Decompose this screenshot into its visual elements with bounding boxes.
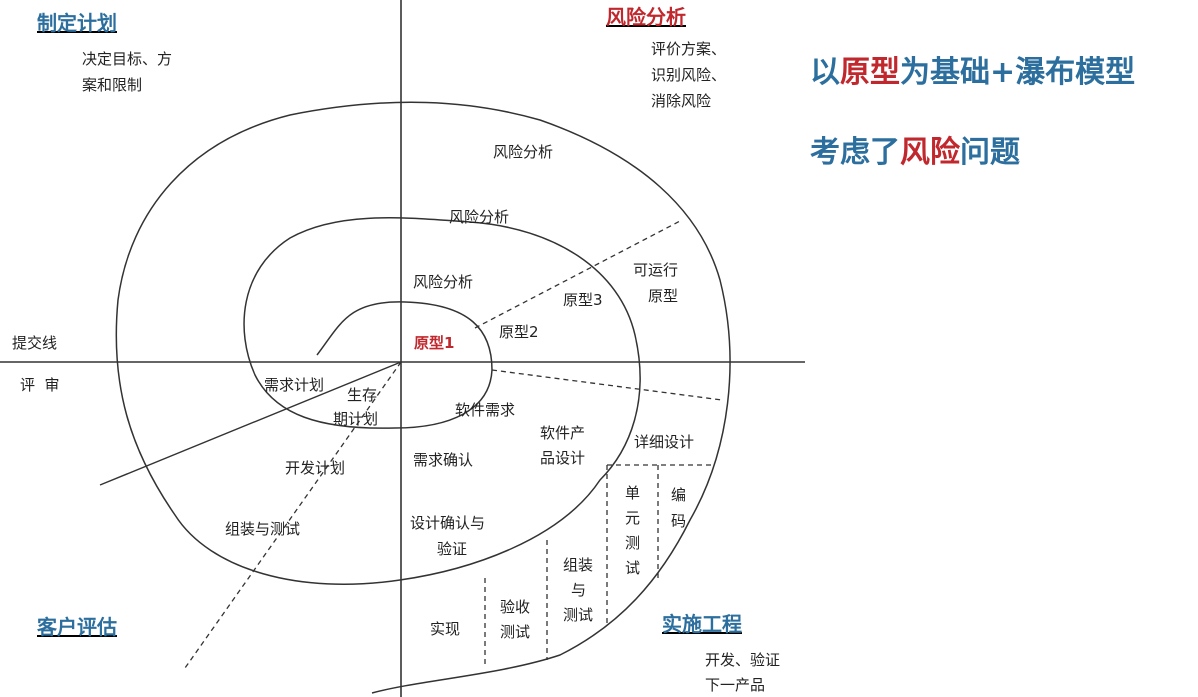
- risk-analysis-label-middle: 风险分析: [449, 208, 509, 226]
- quadrant-title-plan: 制定计划: [37, 11, 117, 35]
- lifecycle-plan-line2: 期计划: [333, 410, 378, 428]
- review-label: 评 审: [20, 376, 60, 394]
- prototype-3-label: 原型3: [563, 291, 603, 309]
- development-plan-label: 开发计划: [285, 459, 345, 477]
- spiral-curve: [115, 101, 731, 694]
- acceptance-test-line1: 验收: [500, 598, 530, 616]
- acceptance-test-line2: 测试: [500, 623, 530, 641]
- risk-desc-line1: 评价方案、: [651, 40, 726, 58]
- design-confirm-line1: 设计确认与: [410, 514, 485, 532]
- software-requirements-label: 软件需求: [455, 401, 515, 419]
- coding-line1: 编: [671, 486, 686, 504]
- runnable-prototype-line2: 原型: [648, 287, 678, 305]
- risk-analysis-label-inner: 风险分析: [413, 273, 473, 291]
- implementation-label: 实现: [430, 620, 460, 638]
- unit-test-line4: 试: [625, 559, 640, 577]
- risk-desc-line3: 消除风险: [651, 92, 711, 110]
- assembly-test-plan-label: 组装与测试: [225, 520, 300, 538]
- headline-risk: 考虑了风险问题: [810, 127, 1020, 171]
- headline-prototype-waterfall: 以原型为基础+瀑布模型: [810, 47, 1135, 91]
- requirements-confirm-label: 需求确认: [413, 451, 473, 469]
- quadrant-title-eval: 客户评估: [36, 615, 117, 639]
- runnable-prototype-line1: 可运行: [633, 261, 678, 279]
- headline2-pre: 考虑了: [810, 135, 900, 170]
- product-design-line1: 软件产: [540, 424, 585, 442]
- design-confirm-line2: 验证: [437, 540, 467, 558]
- impl-desc-line2: 下一产品: [705, 676, 765, 694]
- prototype-1-label: 原型1: [414, 334, 454, 352]
- headline1-pre: 以: [810, 55, 840, 90]
- headline2-highlight: 风险: [900, 135, 960, 170]
- impl-desc-line1: 开发、验证: [705, 651, 780, 669]
- diagonal-line: [99, 361, 402, 486]
- coding-line2: 码: [671, 512, 686, 530]
- headline1-post: 为基础+瀑布模型: [900, 55, 1136, 90]
- quadrant-title-risk: 风险分析: [606, 5, 686, 29]
- dashed-line-ne: [474, 219, 683, 329]
- risk-desc-line2: 识别风险、: [651, 66, 726, 84]
- submit-line-label: 提交线: [12, 334, 57, 352]
- plan-desc-line2: 案和限制: [82, 76, 142, 94]
- dashed-line-e: [491, 369, 723, 401]
- integration-test-line2: 与: [571, 581, 586, 599]
- dashed-line-sw: [184, 361, 402, 669]
- plan-desc-line1: 决定目标、方: [82, 50, 172, 68]
- requirements-plan-label: 需求计划: [264, 376, 324, 394]
- lifecycle-plan-line1: 生存: [347, 386, 377, 404]
- integration-test-line1: 组装: [563, 556, 593, 574]
- prototype-2-label: 原型2: [499, 323, 539, 341]
- headline2-post: 问题: [960, 135, 1020, 170]
- integration-test-line3: 测试: [563, 606, 593, 624]
- unit-test-line3: 测: [625, 534, 640, 552]
- headline1-highlight: 原型: [840, 55, 900, 90]
- risk-analysis-label-outer: 风险分析: [493, 143, 553, 161]
- unit-test-line1: 单: [625, 484, 640, 502]
- detail-design-label: 详细设计: [634, 433, 694, 451]
- unit-test-line2: 元: [625, 509, 640, 527]
- product-design-line2: 品设计: [540, 449, 585, 467]
- quadrant-title-impl: 实施工程: [662, 612, 742, 636]
